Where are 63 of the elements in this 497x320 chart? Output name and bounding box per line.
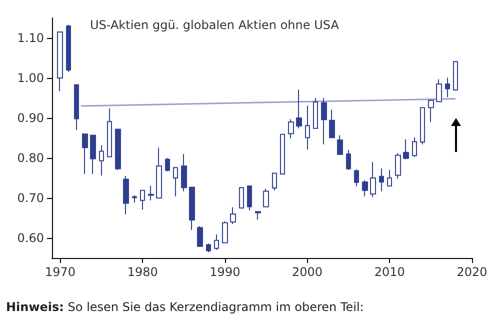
candlestick — [379, 168, 384, 192]
candlestick — [222, 220, 228, 244]
candlestick — [280, 134, 285, 174]
candlestick — [445, 77, 450, 98]
candlestick — [123, 176, 129, 215]
x-tick-label: 1990 — [210, 265, 240, 279]
x-tick-label: 2000 — [292, 265, 323, 279]
x-tick-label: 2010 — [374, 265, 405, 279]
candlestick — [403, 138, 409, 160]
candlestick — [362, 180, 368, 197]
candlestick — [354, 168, 359, 187]
candlestick — [173, 167, 178, 197]
candlestick — [74, 84, 79, 130]
candlestick — [387, 170, 392, 186]
text: Hinweis: So lesen Sie das Kerzendiagramm im oberen Teil: — [6, 300, 364, 314]
candlestick — [140, 190, 145, 210]
y-tick-label: 0.80 — [17, 151, 44, 165]
y-tick-label: 0.70 — [17, 191, 44, 205]
candlestick — [57, 32, 63, 92]
candlestick — [296, 89, 302, 129]
candlestick — [428, 100, 434, 122]
candlestick — [82, 134, 88, 174]
candlestick — [305, 105, 310, 150]
candlestick — [255, 211, 261, 220]
candlestick — [321, 98, 327, 145]
candlestick — [165, 158, 170, 172]
x-tick-label: 2020 — [456, 265, 488, 279]
y-tick-label: 0.60 — [17, 231, 44, 245]
candlestick — [156, 147, 162, 199]
candlestick — [263, 188, 269, 208]
y-tick-label: 1.10 — [17, 31, 44, 45]
candlestick — [107, 108, 112, 158]
candlestick — [395, 152, 401, 180]
candlestick — [115, 128, 121, 170]
candlestick — [189, 186, 195, 230]
candlestick — [148, 185, 154, 201]
candlestick — [132, 194, 137, 204]
candlestick — [247, 186, 252, 211]
chart-title: US-Aktien ggü. globalen Aktien ohne USA — [90, 18, 340, 32]
y-tick-label: 1.00 — [17, 71, 44, 85]
candlestick — [99, 144, 104, 176]
candlestick — [313, 98, 318, 129]
candlestick — [346, 150, 351, 170]
candlestick — [412, 136, 417, 158]
candlestick — [230, 206, 236, 224]
candlestick — [181, 154, 187, 192]
x-tick-label: 1970 — [44, 265, 76, 279]
candlestick — [337, 134, 343, 155]
candlestick — [420, 107, 425, 145]
candlestick — [239, 187, 244, 208]
candlestick — [206, 243, 211, 253]
candlestick — [288, 118, 294, 139]
candlestick — [214, 234, 219, 250]
x-tick-label: 1980 — [127, 265, 158, 279]
candlestick — [90, 134, 96, 174]
candlestick — [436, 78, 442, 102]
candlestick — [453, 61, 458, 90]
y-tick-label: 0.90 — [17, 111, 44, 125]
candlestick — [66, 24, 71, 72]
candlestick — [329, 109, 335, 138]
candlestick — [197, 226, 203, 247]
candlestick — [272, 172, 277, 191]
candlestick — [370, 162, 376, 198]
